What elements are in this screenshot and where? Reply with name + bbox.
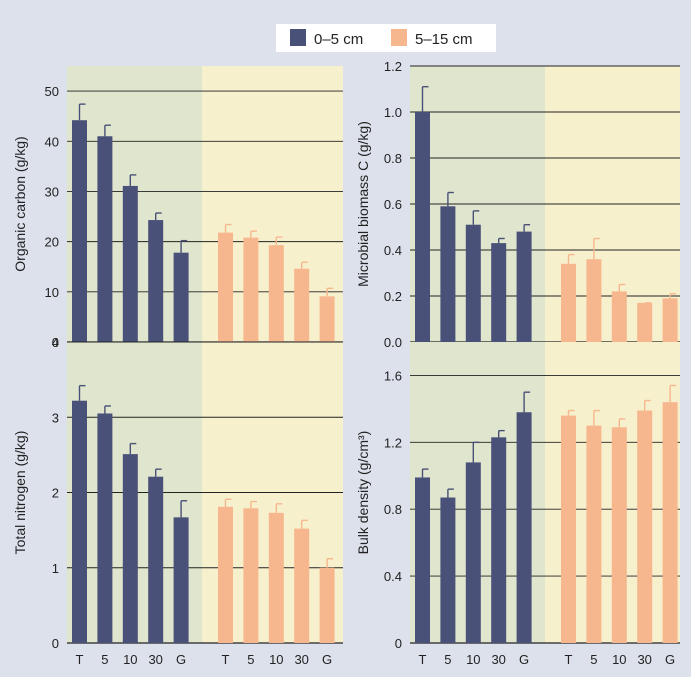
bar	[440, 497, 456, 643]
bar	[148, 220, 164, 342]
x-tick-label: T	[76, 652, 84, 667]
legend-label-5-15: 5–15 cm	[415, 31, 473, 48]
bar	[294, 528, 310, 643]
x-tick-label: T	[565, 652, 573, 667]
legend-box	[276, 24, 496, 52]
legend-swatch-0-5	[290, 29, 306, 46]
bar	[415, 112, 430, 342]
y-tick-label: 1.0	[384, 105, 402, 120]
bar	[173, 517, 189, 643]
y-tick-label: 4	[52, 335, 59, 350]
x-tick-label: 30	[491, 652, 505, 667]
y-tick-label: 0.6	[384, 197, 402, 212]
bar	[637, 410, 653, 643]
bar	[662, 402, 678, 643]
y-tick-label: 0.4	[384, 569, 402, 584]
y-tick-label: 0.0	[384, 335, 402, 350]
y-tick-label: 0.8	[384, 502, 402, 517]
panel-bulk-density: 0 0.4 0.8 1.2 1.6 Bulk density (g/cm³) T 5 10 30 G…	[355, 342, 680, 667]
bar	[218, 232, 233, 342]
bar	[122, 454, 138, 643]
y-tick-label: 0.4	[384, 243, 402, 258]
y-tick-label: 0	[52, 335, 59, 350]
bar	[516, 412, 532, 643]
bar	[268, 512, 284, 643]
x-tick-label: 10	[269, 652, 283, 667]
x-tick-label: 30	[637, 652, 651, 667]
y-tick-label: 0.2	[384, 289, 402, 304]
x-tick-label: 30	[148, 652, 162, 667]
bar	[319, 296, 335, 342]
bar	[561, 263, 576, 342]
x-tick-label: G	[519, 652, 529, 667]
bar	[319, 567, 335, 643]
y-tick-label: 2	[52, 486, 59, 501]
y-tick-label: 1.2	[384, 59, 402, 74]
y-axis-title: Microbial biomass C (g/kg)	[355, 121, 371, 287]
bar	[97, 136, 113, 342]
y-axis-title: Total nitrogen (g/kg)	[12, 431, 28, 555]
bar	[586, 259, 602, 342]
y-tick-label: 3	[52, 410, 59, 425]
panel-microbial-biomass-c: 0.0 0.2 0.4 0.6 0.8 1.0 1.2 Microbial biomass C…	[355, 59, 680, 350]
bar	[148, 476, 164, 643]
x-tick-label: G	[176, 652, 186, 667]
bar	[465, 224, 481, 342]
y-tick-label: 40	[45, 134, 59, 149]
x-tick-label: 5	[101, 652, 108, 667]
bar	[440, 206, 456, 342]
bar	[637, 302, 653, 342]
bar	[97, 413, 113, 643]
x-tick-label: 10	[466, 652, 480, 667]
bar	[491, 437, 507, 643]
y-tick-label: 50	[45, 84, 59, 99]
y-tick-label: 0.8	[384, 151, 402, 166]
x-tick-label: 10	[123, 652, 137, 667]
x-tick-label: T	[222, 652, 230, 667]
x-tick-label: 5	[444, 652, 451, 667]
bar	[611, 427, 627, 643]
y-tick-label: 1	[52, 561, 59, 576]
bar	[491, 243, 507, 342]
y-axis-title: Bulk density (g/cm³)	[355, 431, 371, 555]
bar	[122, 185, 138, 342]
y-tick-label: 10	[45, 285, 59, 300]
bar	[465, 462, 481, 643]
bar	[72, 400, 87, 643]
bar	[243, 237, 259, 342]
y-axis-title: Organic carbon (g/kg)	[12, 136, 28, 271]
y-tick-label: 1.6	[384, 368, 402, 383]
bar	[586, 425, 602, 643]
bar	[415, 477, 430, 643]
bar	[516, 231, 532, 342]
bar	[243, 508, 259, 643]
bar	[218, 506, 233, 643]
x-tick-label: 30	[294, 652, 308, 667]
bar	[662, 298, 678, 342]
legend-swatch-5-15	[391, 29, 407, 46]
bar	[173, 252, 189, 342]
x-tick-label: G	[322, 652, 332, 667]
y-tick-label: 1.2	[384, 435, 402, 450]
x-tick-label: T	[419, 652, 427, 667]
y-tick-label: 0	[52, 636, 59, 651]
bar	[561, 415, 576, 643]
bar	[72, 120, 87, 342]
legend: 0–5 cm 5–15 cm	[276, 24, 496, 52]
y-tick-label: 20	[45, 235, 59, 250]
x-tick-label: 10	[612, 652, 626, 667]
bar	[294, 268, 310, 342]
x-tick-label: 5	[247, 652, 254, 667]
x-tick-label: G	[665, 652, 675, 667]
bar	[611, 291, 627, 342]
panel-total-nitrogen: 0 1 2 3 4 Total nitrogen (g/kg) T 5 10 30 G T 5 10 30 G	[12, 335, 343, 667]
legend-label-0-5: 0–5 cm	[314, 31, 363, 48]
y-tick-label: 30	[45, 184, 59, 199]
x-tick-label: 5	[590, 652, 597, 667]
y-tick-label: 0	[395, 636, 402, 651]
bar	[268, 245, 284, 342]
